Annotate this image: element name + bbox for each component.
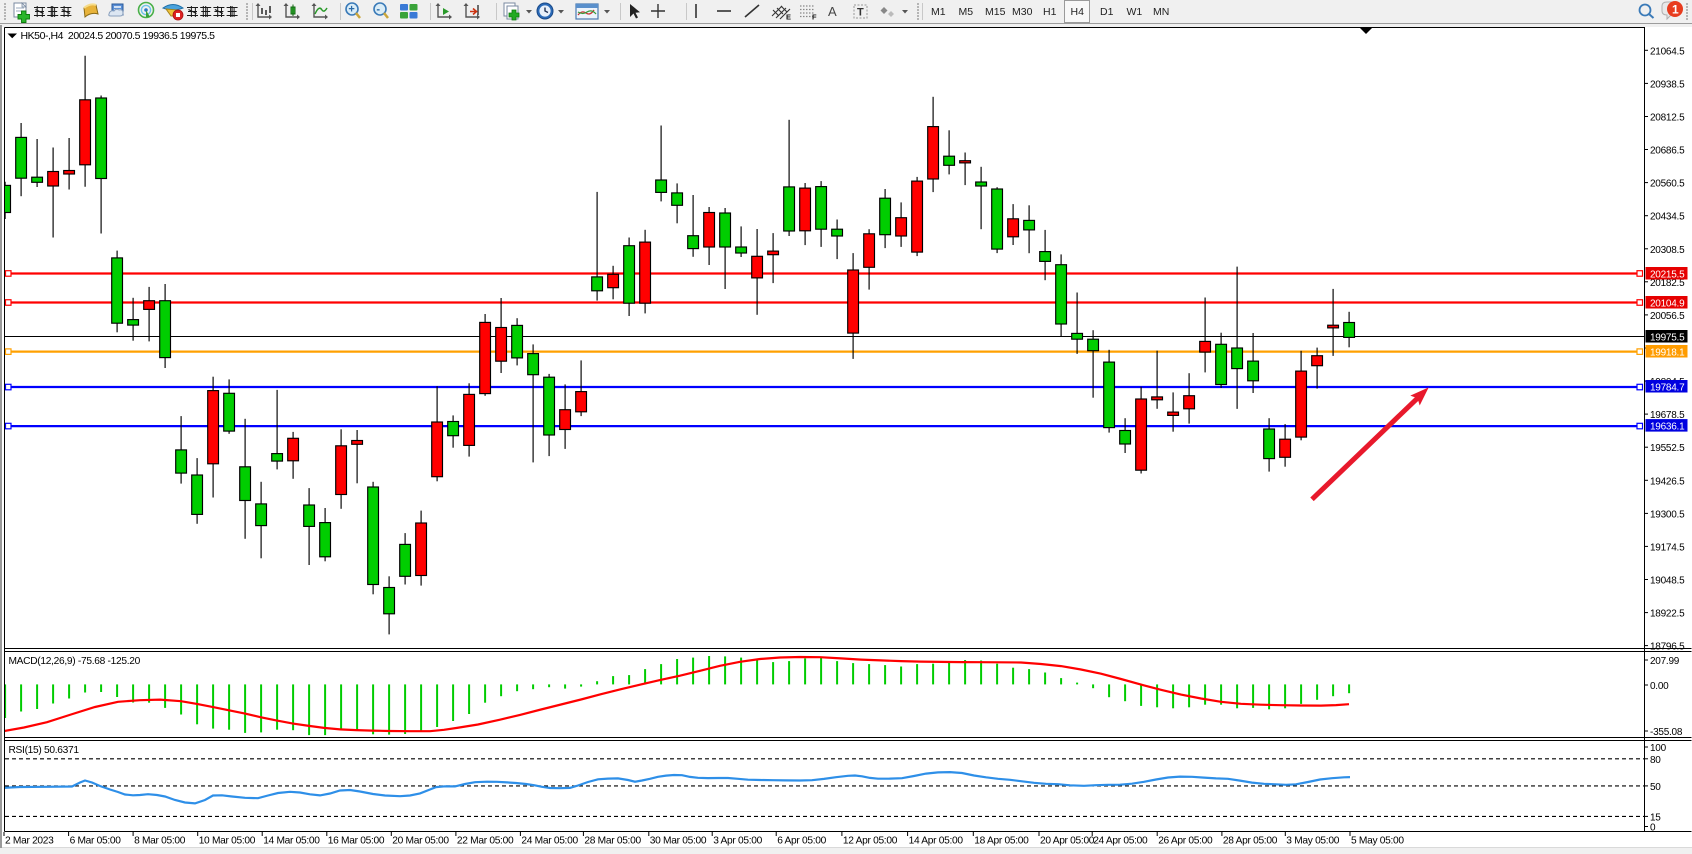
svg-text:20560.5: 20560.5 <box>1650 179 1685 190</box>
svg-text:24 Apr 05:00: 24 Apr 05:00 <box>1093 836 1148 847</box>
svg-text:3 Apr 05:00: 3 Apr 05:00 <box>713 836 762 847</box>
svg-text:20434.5: 20434.5 <box>1650 212 1685 223</box>
svg-text:20104.9: 20104.9 <box>1650 298 1685 309</box>
svg-text:18922.5: 18922.5 <box>1650 609 1685 620</box>
svg-text:M30: M30 <box>1012 6 1033 18</box>
svg-text:A: A <box>828 4 837 19</box>
svg-text:E: E <box>786 13 791 22</box>
svg-text:M5: M5 <box>959 6 974 18</box>
svg-text:80: 80 <box>1650 755 1661 766</box>
svg-text:12 Apr 05:00: 12 Apr 05:00 <box>843 836 898 847</box>
svg-text:20182.5: 20182.5 <box>1650 278 1685 289</box>
svg-text:20056.5: 20056.5 <box>1650 311 1685 322</box>
svg-text:W1: W1 <box>1127 6 1143 18</box>
svg-text:-355.08: -355.08 <box>1650 727 1683 738</box>
svg-text:26 Apr 05:00: 26 Apr 05:00 <box>1158 836 1213 847</box>
svg-text:28 Apr 05:00: 28 Apr 05:00 <box>1223 836 1278 847</box>
svg-text:19678.5: 19678.5 <box>1650 410 1685 421</box>
svg-text:20 Mar 05:00: 20 Mar 05:00 <box>392 836 449 847</box>
svg-text:5 May 05:00: 5 May 05:00 <box>1351 836 1404 847</box>
svg-text:6 Mar 05:00: 6 Mar 05:00 <box>70 836 122 847</box>
svg-text:2 Mar 2023: 2 Mar 2023 <box>5 836 54 847</box>
svg-text:D1: D1 <box>1100 6 1114 18</box>
svg-text:19552.5: 19552.5 <box>1650 443 1685 454</box>
svg-text:21064.5: 21064.5 <box>1650 46 1685 57</box>
svg-text:20308.5: 20308.5 <box>1650 245 1685 256</box>
svg-text:19784.7: 19784.7 <box>1650 382 1685 393</box>
svg-text:24 Mar 05:00: 24 Mar 05:00 <box>521 836 578 847</box>
svg-text:H1: H1 <box>1043 6 1057 18</box>
svg-text:HK50-,H4 20024.5 20070.5 1993: HK50-,H4 20024.5 20070.5 19936.5 19975.5 <box>21 30 216 42</box>
svg-text:0.00: 0.00 <box>1650 681 1669 692</box>
svg-text:19636.1: 19636.1 <box>1650 422 1685 433</box>
svg-text:M1: M1 <box>931 6 946 18</box>
svg-text:50: 50 <box>1650 782 1661 793</box>
svg-text:207.99: 207.99 <box>1650 656 1680 667</box>
svg-text:100: 100 <box>1650 743 1667 754</box>
svg-text:3 May 05:00: 3 May 05:00 <box>1286 836 1339 847</box>
svg-text:H4: H4 <box>1071 6 1085 18</box>
svg-text:T: T <box>857 7 864 19</box>
svg-text:18 Apr 05:00: 18 Apr 05:00 <box>974 836 1029 847</box>
svg-text:14 Apr 05:00: 14 Apr 05:00 <box>909 836 964 847</box>
svg-text:20215.5: 20215.5 <box>1650 269 1685 280</box>
svg-text:20 Apr 05:00: 20 Apr 05:00 <box>1040 836 1095 847</box>
svg-text:20938.5: 20938.5 <box>1650 79 1685 90</box>
svg-text:+: + <box>348 4 354 16</box>
svg-text:19300.5: 19300.5 <box>1650 509 1685 520</box>
svg-text:20686.5: 20686.5 <box>1650 146 1685 157</box>
svg-text:18796.5: 18796.5 <box>1650 642 1685 653</box>
svg-text:0: 0 <box>1650 823 1656 834</box>
svg-text:30 Mar 05:00: 30 Mar 05:00 <box>650 836 707 847</box>
svg-text:22 Mar 05:00: 22 Mar 05:00 <box>457 836 514 847</box>
svg-text:F: F <box>812 13 817 22</box>
svg-text:-: - <box>376 4 380 16</box>
svg-text:20812.5: 20812.5 <box>1650 113 1685 124</box>
svg-text:MN: MN <box>1153 6 1169 18</box>
svg-text:1: 1 <box>1672 3 1679 17</box>
svg-text:28 Mar 05:00: 28 Mar 05:00 <box>584 836 641 847</box>
svg-text:6 Apr 05:00: 6 Apr 05:00 <box>777 836 826 847</box>
svg-text:10 Mar 05:00: 10 Mar 05:00 <box>199 836 256 847</box>
svg-text:15: 15 <box>1650 812 1661 823</box>
svg-text:19174.5: 19174.5 <box>1650 542 1685 553</box>
svg-text:RSI(15) 50.6371: RSI(15) 50.6371 <box>9 745 80 756</box>
svg-text:8 Mar 05:00: 8 Mar 05:00 <box>134 836 186 847</box>
svg-text:16 Mar 05:00: 16 Mar 05:00 <box>328 836 385 847</box>
svg-text:19426.5: 19426.5 <box>1650 476 1685 487</box>
svg-text:14 Mar 05:00: 14 Mar 05:00 <box>263 836 320 847</box>
svg-text:M15: M15 <box>985 6 1006 18</box>
svg-text:19975.5: 19975.5 <box>1650 332 1685 343</box>
svg-text:19048.5: 19048.5 <box>1650 576 1685 587</box>
svg-text:MACD(12,26,9) -75.68 -125.20: MACD(12,26,9) -75.68 -125.20 <box>9 656 141 667</box>
svg-text:19918.1: 19918.1 <box>1650 347 1685 358</box>
